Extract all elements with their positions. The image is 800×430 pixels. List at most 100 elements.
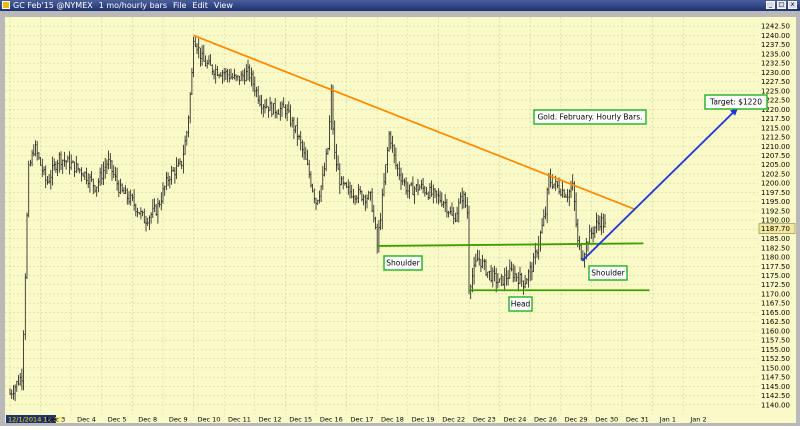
downtrend-line	[193, 34, 635, 210]
minimize-icon[interactable]: _	[766, 1, 775, 9]
x-tick-label: Dec 18	[381, 416, 404, 424]
last-price-marker: 1187.70	[758, 223, 796, 234]
menu-edit[interactable]: Edit	[192, 1, 208, 10]
app-icon	[2, 1, 10, 9]
trendlines	[193, 34, 739, 292]
last-price-label: 1187.70	[761, 225, 790, 233]
y-tick-label: 1157.50	[761, 337, 790, 345]
price-bars	[9, 35, 607, 402]
y-tick-label: 1205.00	[761, 161, 790, 169]
x-tick-label: Dec 19	[412, 416, 435, 424]
annotation-box	[588, 265, 628, 281]
y-tick-label: 1175.00	[761, 272, 790, 280]
y-tick-label: 1225.00	[761, 87, 790, 95]
y-tick-label: 1230.00	[761, 69, 790, 77]
y-tick-label: 1170.00	[761, 290, 790, 298]
window-title: GC Feb'15 @NYMEX	[13, 1, 93, 10]
window-titlebar: GC Feb'15 @NYMEX 1 mo/hourly bars File Edit…	[0, 0, 800, 11]
x-tick-label: Dec 4	[77, 416, 96, 424]
menu-view[interactable]: View	[213, 1, 233, 10]
chart-window: 1140.00 1142.50 1145.00 1147.50 1150.00 1152.…	[0, 11, 800, 426]
annotations: Gold. February. Hourly Bars. Target: $122…	[383, 94, 768, 312]
annotation-box	[533, 109, 647, 125]
y-tick-label: 1210.00	[761, 143, 790, 151]
y-tick-label: 1167.50	[761, 300, 790, 308]
y-tick-label: 1150.00	[761, 364, 790, 372]
annotation-box	[508, 296, 533, 312]
y-tick-label: 1240.00	[761, 32, 790, 40]
y-tick-label: 1215.00	[761, 124, 790, 132]
y-tick-label: 1185.00	[761, 235, 790, 243]
x-tick-label: Dec 15	[289, 416, 312, 424]
x-tick-label: Dec 3	[47, 416, 66, 424]
y-tick-label: 1200.00	[761, 180, 790, 188]
x-tick-label: Dec 29	[565, 416, 588, 424]
y-tick-label: 1147.50	[761, 374, 790, 382]
x-axis-panel	[5, 414, 796, 423]
projection-line	[581, 106, 739, 262]
annotation-box	[704, 94, 768, 110]
x-tick-label: Jan 1	[659, 416, 676, 424]
x-tick-label: Dec 9	[169, 416, 188, 424]
x-start-highlight	[6, 415, 56, 423]
x-tick-label: Dec 22	[442, 416, 465, 424]
y-tick-label: 1145.00	[761, 383, 790, 391]
y-tick-label: 1202.50	[761, 170, 790, 178]
annotation-label: Head	[511, 300, 531, 309]
y-tick-label: 1155.00	[761, 346, 790, 354]
y-tick-label: 1180.00	[761, 254, 790, 262]
y-tick-label: 1217.50	[761, 115, 790, 123]
y-tick-label: 1235.00	[761, 50, 790, 58]
y-tick-label: 1177.50	[761, 263, 790, 271]
x-tick-label: Dec 10	[197, 416, 220, 424]
annotation-label: Shoulder	[386, 259, 420, 268]
y-tick-label: 1152.50	[761, 355, 790, 363]
y-tick-label: 1182.50	[761, 244, 790, 252]
y-tick-label: 1197.50	[761, 189, 790, 197]
y-tick-label: 1140.00	[761, 401, 790, 409]
x-tick-label: 12/1/2014 12:00	[8, 416, 62, 424]
plot-area	[5, 17, 758, 414]
close-icon[interactable]: x	[788, 1, 797, 9]
annotation-label: Target: $1220	[709, 98, 762, 107]
x-tick-label: Dec 11	[228, 416, 251, 424]
x-tick-label: Dec 8	[138, 416, 157, 424]
y-tick-label: 1165.00	[761, 309, 790, 317]
x-tick-label: Dec 24	[503, 416, 526, 424]
maximize-icon[interactable]: □	[777, 1, 786, 9]
y-tick-label: 1192.50	[761, 207, 790, 215]
y-tick-label: 1212.50	[761, 134, 790, 142]
x-tick-label: Dec 5	[108, 416, 127, 424]
y-tick-label: 1222.50	[761, 97, 790, 105]
y-tick-label: 1190.00	[761, 217, 790, 225]
timeframe-label[interactable]: 1 mo/hourly bars	[98, 1, 168, 10]
menu-file[interactable]: File	[173, 1, 187, 10]
y-tick-label: 1207.50	[761, 152, 790, 160]
x-tick-label: Dec 17	[350, 416, 373, 424]
x-tick-label: Dec 26	[534, 416, 557, 424]
x-tick-label: Dec 31	[626, 416, 649, 424]
annotation-box	[383, 255, 423, 271]
y-tick-label: 1162.50	[761, 318, 790, 326]
y-tick-label: 1220.00	[761, 106, 790, 114]
last-price-tag	[758, 223, 796, 234]
y-tick-label: 1142.50	[761, 392, 790, 400]
y-tick-label: 1227.50	[761, 78, 790, 86]
y-tick-label: 1172.50	[761, 281, 790, 289]
y-tick-label: 1242.50	[761, 23, 790, 31]
x-tick-label: Dec 30	[595, 416, 618, 424]
y-axis-panel	[758, 17, 796, 414]
y-tick-label: 1195.00	[761, 198, 790, 206]
annotation-label: Shoulder	[591, 269, 625, 278]
y-tick-label: 1232.50	[761, 60, 790, 68]
x-tick-label: Jan 2	[689, 416, 706, 424]
x-tick-label: Dec 12	[259, 416, 282, 424]
y-tick-label: 1237.50	[761, 41, 790, 49]
grid-lines	[5, 17, 758, 414]
x-tick-label: Dec 23	[473, 416, 496, 424]
annotation-label: Gold. February. Hourly Bars.	[537, 113, 642, 122]
y-tick-label: 1160.00	[761, 327, 790, 335]
